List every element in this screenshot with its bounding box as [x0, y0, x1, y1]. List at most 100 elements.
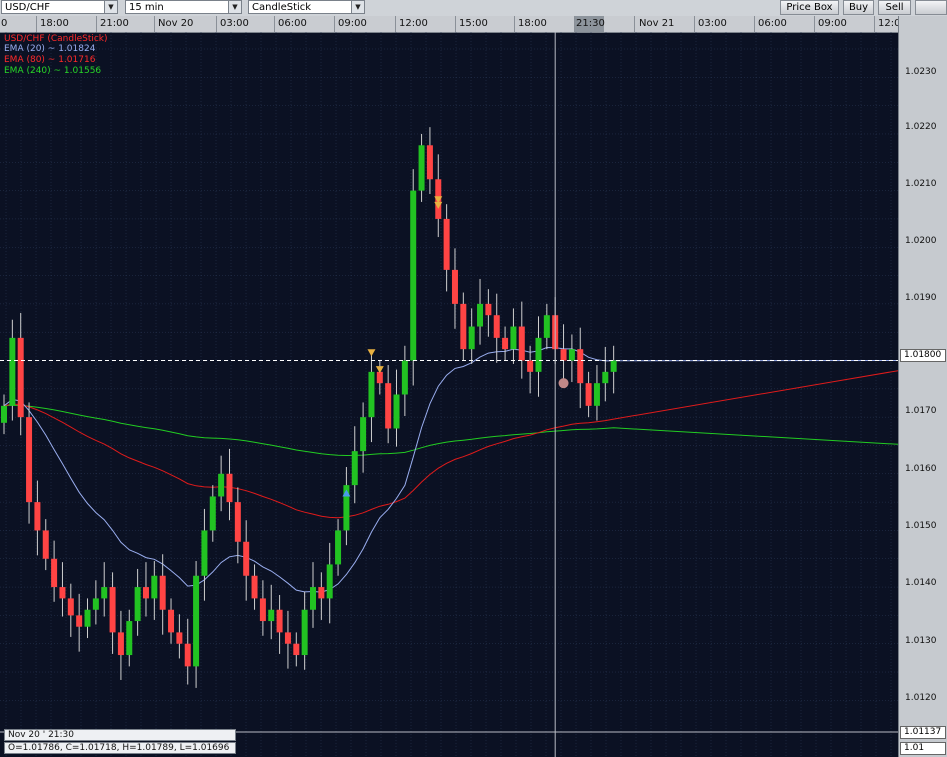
ema-20-line	[3, 346, 898, 593]
candle-body	[460, 303, 467, 350]
candle-body	[117, 632, 124, 656]
symbol-select[interactable]: USD/CHF ▼	[1, 0, 118, 14]
chart-type-select[interactable]: CandleStick ▼	[248, 0, 365, 14]
candle-body	[426, 145, 433, 180]
candle-body	[293, 643, 300, 656]
legend-ema-240: EMA (240) ~ 1.01556	[4, 66, 102, 76]
sell-button[interactable]: Sell	[878, 0, 911, 15]
candle-body	[418, 145, 425, 191]
candle-body	[593, 383, 600, 406]
candle-body	[301, 609, 308, 656]
interval-select[interactable]: 15 min ▼	[125, 0, 242, 14]
chevron-down-icon[interactable]: ▼	[228, 1, 241, 13]
chart-overlay	[0, 32, 898, 757]
candle-body	[1, 405, 7, 423]
current-price-box: 1.01800	[900, 349, 946, 362]
symbol-value: USD/CHF	[5, 2, 50, 13]
candle-body	[527, 360, 534, 372]
candle-body	[310, 587, 316, 610]
candle-body	[368, 371, 375, 418]
candle-body	[385, 383, 392, 429]
candle-body	[259, 598, 266, 622]
chart-type-value: CandleStick	[252, 2, 312, 13]
info-ohlc: O=1.01786, C=1.01718, H=1.01789, L=1.016…	[4, 742, 236, 754]
time-label: Nov 20	[158, 18, 194, 29]
candle-body	[209, 496, 216, 531]
legend-ema-20: EMA (20) ~ 1.01824	[4, 44, 96, 54]
candle-body	[34, 502, 41, 531]
price-label: 1.0160	[905, 464, 937, 474]
candle-body	[468, 326, 475, 350]
legend-ema-80: EMA (80) ~ 1.01716	[4, 55, 96, 65]
candle-body	[318, 587, 325, 599]
candle-body	[67, 598, 74, 616]
time-label: 12:00	[399, 18, 428, 29]
info-datetime: Nov 20 ' 21:30	[4, 729, 236, 741]
candle-body	[351, 451, 358, 486]
chart-canvas[interactable]	[0, 32, 898, 757]
candle-body	[502, 337, 509, 350]
candle-body	[243, 541, 250, 576]
candle-body	[168, 609, 175, 633]
time-label: 03:00	[220, 18, 249, 29]
time-label: 06:00	[278, 18, 307, 29]
ema-20-line	[3, 346, 898, 593]
candle-body	[84, 609, 91, 627]
time-label: 09:00	[818, 18, 847, 29]
price-label: 1.0140	[905, 578, 937, 588]
candle-body	[360, 417, 367, 452]
sell-signal-icon	[434, 196, 443, 204]
time-label: 03:00	[698, 18, 727, 29]
candle-body	[443, 218, 450, 270]
price-label: 1.0200	[905, 236, 937, 246]
candle-body	[568, 349, 575, 361]
buy-signal-icon	[342, 489, 351, 497]
time-label: 12:0	[878, 18, 899, 29]
sell-signal-icon	[367, 349, 376, 357]
price-axis[interactable]: 1.0230 1.0220 1.0210 1.0200 1.0190 1.017…	[898, 16, 947, 757]
candle-body	[326, 564, 333, 599]
candle-body	[335, 530, 342, 565]
candle-body	[485, 303, 492, 316]
chevron-down-icon[interactable]: ▼	[351, 1, 364, 13]
candle-body	[376, 371, 383, 384]
price-label: 1.0130	[905, 636, 937, 646]
candle-body	[176, 632, 183, 644]
candle-body	[184, 643, 191, 667]
candle-body	[585, 383, 592, 406]
candle-body	[477, 303, 484, 327]
candle-body	[251, 575, 258, 599]
price-label: 1.0150	[905, 521, 937, 531]
candle-body	[126, 621, 133, 656]
candle-body	[602, 371, 609, 384]
price-extra-box: 1.01	[900, 742, 946, 755]
candle-body	[276, 609, 283, 633]
price-label: 1.0230	[905, 67, 937, 77]
candle-body	[343, 485, 350, 531]
sell-signal-icon	[375, 366, 384, 374]
time-label: 06:00	[758, 18, 787, 29]
time-label: 18:00	[40, 18, 69, 29]
chart-grid	[0, 32, 898, 757]
chevron-down-icon[interactable]: ▼	[104, 1, 117, 13]
time-label: 09:00	[338, 18, 367, 29]
toolbar: USD/CHF ▼ 15 min ▼ CandleStick ▼ Price B…	[0, 0, 947, 17]
time-label-cursor: 21:30	[576, 18, 605, 29]
candle-body	[218, 473, 225, 497]
expand-button[interactable]	[915, 0, 947, 15]
price-box-button[interactable]: Price Box	[780, 0, 839, 15]
position-dot-icon	[558, 378, 569, 389]
price-chart[interactable]: USD/CHF (CandleStick) EMA (20) ~ 1.01824…	[0, 32, 898, 757]
legend-symbol: USD/CHF (CandleStick)	[4, 34, 108, 44]
price-label: 1.0170	[905, 406, 937, 416]
ema-240-line	[3, 404, 898, 457]
candle-body	[109, 587, 116, 633]
candle-body	[201, 530, 208, 576]
candle-body	[59, 587, 66, 599]
candle-body	[9, 337, 16, 406]
candle-body	[134, 587, 141, 622]
time-label: 15:00	[459, 18, 488, 29]
candle-body	[159, 575, 166, 610]
buy-button[interactable]: Buy	[843, 0, 874, 15]
time-axis[interactable]: 0 18:00 21:00 Nov 20 03:00 06:00 09:00 1…	[0, 16, 899, 33]
